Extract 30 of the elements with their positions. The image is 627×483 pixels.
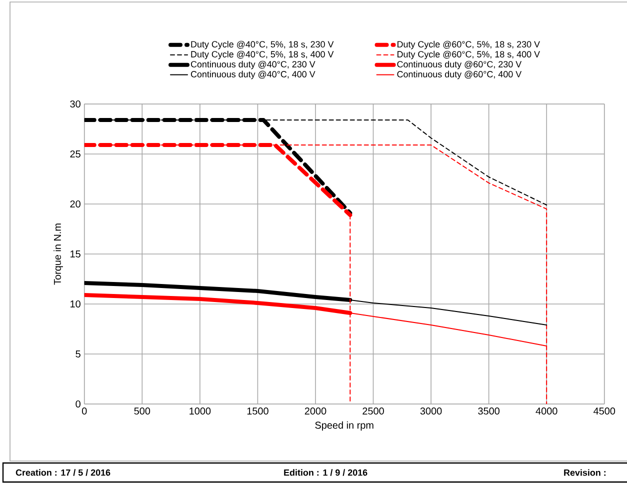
text: Creation : 17 / 5 / 2016 [16, 469, 110, 476]
legend-label: Continuous duty @40°C, 400 V [190, 70, 316, 80]
x-tick-label: 500 [134, 408, 150, 415]
y-axis-title: Torque in N.m [54, 224, 63, 285]
x-tick-label: 4500 [594, 408, 616, 415]
x-tick-label: 2500 [362, 408, 384, 415]
text: Revision : [564, 469, 606, 476]
x-tick-label: 1500 [247, 408, 268, 415]
y-tick-label: 5 [76, 350, 80, 358]
legend-label: Continuous duty @60°C, 400 V [397, 70, 522, 80]
legend-label: Duty Cycle @60°C, 5%, 18 s, 230 V [398, 40, 540, 50]
y-tick-label: 30 [70, 100, 80, 108]
x-tick-label: 3500 [478, 408, 500, 415]
x-tick-label: 4000 [536, 408, 558, 415]
y-tick-label: 15 [70, 250, 80, 258]
x-tick-label: 0 [82, 408, 87, 415]
text: Edition : 1 / 9 / 2016 [284, 469, 368, 476]
y-tick-label: 10 [70, 300, 80, 308]
legend-label: Duty Cycle @40°C, 5%, 18 s, 230 V [191, 40, 334, 50]
y-tick-label: 0 [76, 400, 80, 408]
y-tick-label: 25 [70, 150, 80, 158]
legend-label: Continuous duty @60°C, 230 V [397, 60, 522, 70]
legend-label: Duty Cycle @60°C, 5%, 18 s, 400 V [398, 50, 540, 60]
x-axis-title: Speed in rpm [315, 421, 374, 431]
legend-label: Continuous duty @40°C, 230 V [190, 60, 316, 70]
x-tick-label: 1000 [190, 408, 211, 415]
x-tick-label: 3000 [420, 408, 442, 415]
legend-label: Duty Cycle @40°C, 5%, 18 s, 400 V [191, 50, 334, 60]
y-tick-label: 20 [70, 200, 80, 208]
x-tick-label: 2000 [304, 408, 326, 415]
